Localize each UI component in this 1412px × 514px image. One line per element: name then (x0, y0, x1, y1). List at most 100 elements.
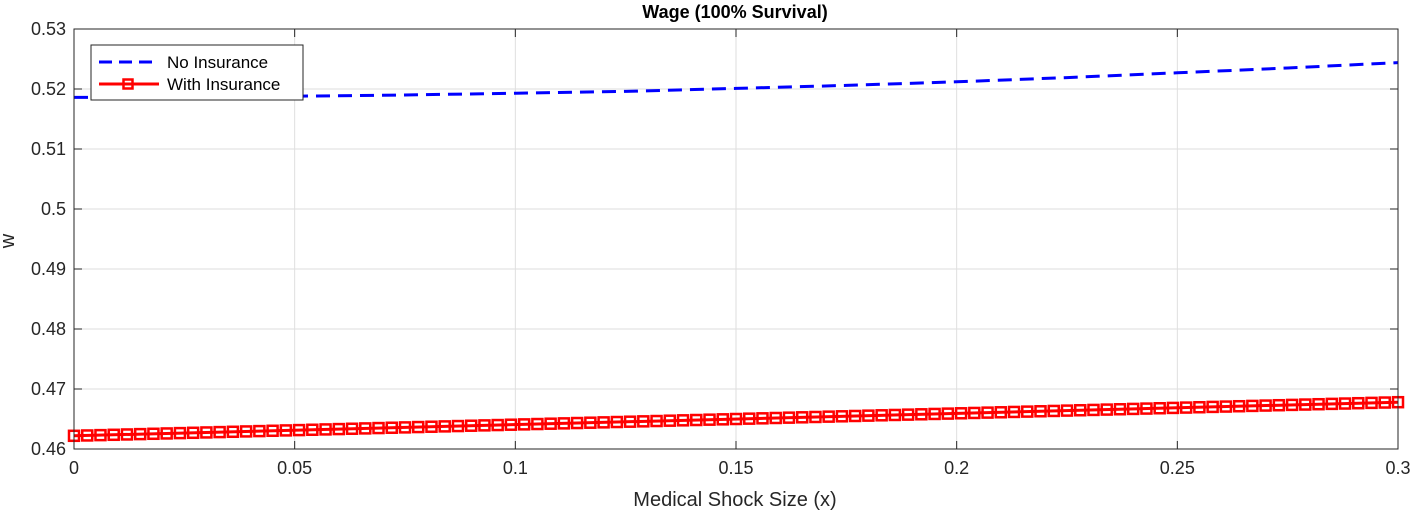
data-point-marker (915, 408, 928, 421)
data-point-marker (742, 412, 756, 425)
data-point-marker (213, 425, 226, 439)
y-tick-label: 0.47 (31, 379, 66, 399)
data-point-marker (1126, 402, 1140, 416)
data-point-marker (385, 421, 399, 434)
data-point-marker (160, 427, 173, 440)
data-point-marker (1166, 401, 1180, 415)
x-tick-label: 0.2 (944, 458, 969, 478)
data-point-marker (120, 428, 134, 441)
data-point-marker (981, 406, 994, 419)
y-tick-label: 0.46 (31, 439, 66, 459)
data-point-marker (1113, 403, 1127, 416)
data-point-marker (226, 425, 240, 439)
data-point-marker (398, 421, 412, 434)
y-axis-label: w (0, 233, 19, 249)
data-point-marker (795, 411, 809, 424)
data-point-marker (809, 410, 822, 424)
data-point-marker (1285, 398, 1299, 412)
y-tick-label: 0.51 (31, 139, 66, 159)
data-point-marker (1206, 400, 1219, 414)
data-point-marker (729, 412, 743, 426)
data-point-marker (650, 414, 663, 428)
data-point-marker (1021, 405, 1034, 418)
data-point-marker (1352, 396, 1365, 410)
data-point-marker (835, 410, 849, 423)
y-tick-label: 0.52 (31, 79, 66, 99)
data-point-marker (451, 419, 465, 433)
x-axis-label: Medical Shock Size (x) (633, 489, 836, 511)
data-point-marker (782, 411, 796, 424)
data-point-marker (756, 412, 769, 425)
data-point-marker (239, 425, 253, 438)
data-point-marker (888, 408, 902, 422)
legend-marker-with-insurance (122, 78, 134, 90)
data-point-marker (306, 423, 319, 436)
x-tick-label: 0 (69, 458, 79, 478)
data-point-marker (1060, 404, 1074, 417)
data-point-marker (862, 409, 875, 422)
data-point-marker (544, 417, 557, 430)
data-point-marker (1007, 405, 1021, 419)
data-point-marker (253, 424, 266, 438)
data-point-marker (279, 424, 293, 437)
legend-label-with-insurance: With Insurance (167, 75, 280, 94)
data-point-marker (941, 407, 955, 420)
data-point-marker (266, 424, 279, 438)
data-point-marker (186, 426, 200, 440)
data-point-marker (848, 409, 862, 423)
data-point-marker (584, 416, 597, 429)
data-point-marker (1219, 400, 1233, 413)
data-point-marker (954, 407, 968, 420)
data-point-marker (147, 427, 160, 441)
data-point-marker (1193, 400, 1206, 414)
x-tick-label: 0.15 (718, 458, 753, 478)
data-point-marker (716, 413, 730, 426)
data-point-marker (173, 426, 187, 440)
x-tick-label: 0.3 (1385, 458, 1410, 478)
data-point-marker (1100, 403, 1113, 416)
data-point-marker (372, 421, 385, 435)
axis-ticks: 0 0.05 0.1 0.15 0.2 0.25 0.3 0.46 0.47 0.48 0.49 0.… (31, 19, 1411, 478)
x-tick-label: 0.05 (277, 458, 312, 478)
data-point-marker (1338, 397, 1352, 410)
data-point-marker (80, 429, 94, 442)
data-point-marker (1034, 405, 1047, 418)
legend-box (90, 44, 304, 101)
data-point-marker (690, 413, 703, 427)
series-layer (67, 61, 1405, 443)
data-point-marker (438, 420, 451, 433)
data-point-marker (107, 428, 120, 442)
data-point-marker (1047, 404, 1061, 418)
data-point-marker (597, 416, 610, 429)
data-point-marker (133, 427, 147, 441)
data-point-marker (478, 419, 491, 432)
data-point-marker (570, 416, 584, 430)
data-point-marker (1259, 399, 1272, 412)
data-point-marker (517, 418, 531, 431)
data-point-marker (345, 422, 359, 435)
data-point-marker (928, 407, 941, 421)
data-point-marker (411, 420, 425, 434)
legend: No Insurance With Insurance (90, 44, 304, 101)
data-point-marker (623, 415, 637, 428)
y-tick-label: 0.5 (41, 199, 66, 219)
legend-label-no-insurance: No Insurance (167, 53, 268, 72)
data-point-marker (531, 417, 544, 431)
data-point-marker (332, 422, 346, 436)
data-point-marker (292, 423, 306, 437)
data-point-marker (464, 419, 478, 432)
y-tick-label: 0.49 (31, 259, 66, 279)
data-point-marker (663, 414, 677, 427)
data-point-marker (425, 420, 438, 433)
chart-title: Wage (100% Survival) (642, 2, 827, 22)
data-point-marker (1087, 403, 1100, 417)
data-point-marker (1153, 402, 1166, 415)
data-point-marker (1378, 396, 1392, 409)
y-tick-label: 0.48 (31, 319, 66, 339)
data-point-marker (1232, 399, 1246, 413)
data-point-marker (822, 410, 835, 423)
data-point-marker (1312, 397, 1325, 411)
y-tick-label: 0.53 (31, 19, 66, 39)
data-point-marker (359, 422, 372, 435)
